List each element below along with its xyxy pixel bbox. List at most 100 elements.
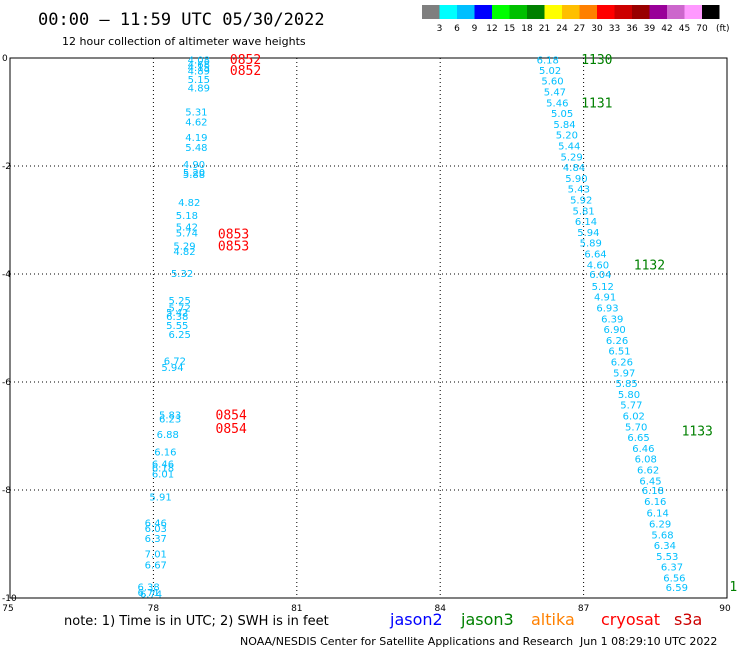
wave-height-value: 5.74 [176, 228, 198, 239]
colorbar-swatch [614, 5, 632, 19]
colorbar-tick-label: 33 [609, 24, 620, 34]
pass-time-label: 0853 [218, 228, 249, 243]
wave-height-value: 5.46 [546, 98, 568, 109]
wave-height-value: 4.91 [594, 293, 616, 304]
colorbar-tick-label: 24 [556, 24, 568, 34]
wave-height-value: 5.42 [176, 222, 198, 233]
pass-time-label: 1 [729, 580, 737, 595]
wave-height-value: 5.80 [618, 390, 640, 401]
y-tick-label: -2 [2, 162, 11, 172]
wave-height-value: 5.05 [551, 109, 573, 120]
wave-height-value: 6.08 [635, 455, 657, 466]
wave-height-value: 5.55 [166, 321, 188, 332]
wave-height-value: 6.37 [661, 563, 683, 574]
colorbar-swatch [544, 5, 562, 19]
wave-height-value: 6.18 [537, 56, 559, 67]
wave-height-value: 6.26 [611, 357, 633, 368]
colorbar-tick-label: 18 [521, 24, 533, 34]
x-tick-label: 81 [291, 604, 302, 614]
wave-height-value: 5.29 [561, 152, 583, 163]
colorbar-tick-label: 30 [591, 24, 603, 34]
pass-time-label: 0852 [230, 64, 261, 79]
wave-height-value: 6.93 [596, 303, 618, 314]
pass-time-label: 1133 [682, 425, 713, 440]
plot-area: 75 78 81 84 87 90 0-2-4-6-8-10 4.084.684.154.… [2, 53, 737, 614]
colorbar-tick-label: 9 [472, 24, 478, 34]
wave-height-value: 6.14 [647, 509, 669, 520]
wave-height-value: 5.44 [558, 141, 580, 152]
colorbar-swatch [702, 5, 720, 19]
colorbar-tick-label: 12 [486, 24, 497, 34]
wave-height-value: 5.70 [625, 422, 647, 433]
footer-note: note: 1) Time is in UTC; 2) SWH is in fe… [64, 614, 329, 629]
wave-height-value: 4.15 [188, 63, 210, 74]
pass-time-label: 1132 [634, 258, 665, 273]
colorbar-swatch [562, 5, 580, 19]
satellite-legend-cryosat: cryosat [601, 610, 660, 629]
colorbar-swatch [649, 5, 667, 19]
wave-height-value: 5.94 [161, 363, 183, 374]
wave-height-value: 4.19 [185, 133, 207, 144]
wave-height-value: 4.84 [563, 163, 585, 174]
wave-height-value: 6.59 [666, 583, 688, 594]
colorbar-swatch [527, 5, 545, 19]
wave-height-value: 6.46 [632, 444, 654, 455]
wave-height-value: 6.64 [584, 249, 606, 260]
wave-height-value: 6.23 [159, 415, 181, 426]
wave-height-value: 6.39 [601, 314, 623, 325]
footer-credit: NOAA/NESDIS Center for Satellite Applica… [240, 635, 573, 648]
wave-height-value: 5.88 [183, 170, 205, 181]
wave-height-value: 6.16 [644, 497, 666, 508]
wave-height-value: 5.89 [580, 239, 602, 250]
x-tick-label: 87 [578, 604, 589, 614]
wave-height-value: 5.84 [553, 120, 575, 131]
wave-height-value: 4.90 [183, 160, 205, 171]
wave-height-value: 5.68 [651, 530, 673, 541]
wave-height-value: 6.34 [654, 541, 676, 552]
y-tick-label: -4 [2, 270, 11, 280]
data-points: 4.084.684.154.895.154.895.314.624.195.48… [137, 56, 687, 601]
plot-frame [9, 57, 728, 599]
wave-height-value: 6.03 [145, 524, 167, 535]
wave-height-value: 6.02 [623, 411, 645, 422]
wave-height-value: 5.53 [656, 552, 678, 563]
pass-time-label: 0852 [230, 53, 261, 68]
wave-height-value: 6.51 [608, 347, 630, 358]
wave-height-value: 5.60 [541, 77, 563, 88]
wave-height-value: 6.62 [637, 465, 659, 476]
wave-height-value: 6.26 [606, 336, 628, 347]
wave-height-value: 6.16 [154, 448, 176, 459]
colorbar-unit: (ft) [716, 24, 730, 34]
pass-time-label: 1130 [581, 53, 612, 68]
wave-height-value: 4.82 [178, 198, 200, 209]
wave-height-value: 5.91 [149, 492, 171, 503]
wave-height-value: 5.85 [615, 379, 637, 390]
wave-height-value: 5.15 [188, 75, 210, 86]
wave-height-value: 5.31 [185, 107, 207, 118]
wave-height-value: 5.47 [544, 87, 566, 98]
wave-height-value: 5.83 [159, 410, 181, 421]
colorbar-swatch [579, 5, 597, 19]
x-tick-label: 90 [719, 604, 731, 614]
wave-height-value: 5.20 [183, 168, 205, 179]
x-axis-ticks: 75 78 81 84 87 90 [2, 604, 731, 614]
wave-height-value: 6.65 [627, 433, 649, 444]
wave-height-value: 5.18 [176, 211, 198, 222]
wave-height-value: 4.62 [185, 118, 207, 129]
colorbar-tick-label: 27 [574, 24, 585, 34]
wave-height-value: 5.48 [185, 143, 207, 154]
wave-height-value: 6.46 [145, 518, 167, 529]
wave-height-value: 6.90 [604, 325, 626, 336]
colorbar-tick-label: 36 [626, 24, 638, 34]
pass-time-label: 1131 [581, 96, 612, 111]
wave-height-value: 6.25 [169, 330, 191, 341]
x-tick-label: 78 [148, 604, 160, 614]
y-axis-ticks: 0 -2 -4 -6 -8 -10 [2, 54, 17, 604]
wave-height-value: 5.20 [556, 131, 578, 142]
wave-height-value: 5.94 [577, 228, 599, 239]
wave-height-value: 6.72 [164, 356, 186, 367]
x-tick-label: 84 [434, 604, 446, 614]
wave-height-value: 7.01 [145, 550, 167, 561]
wave-height-value: 6.38 [137, 583, 159, 594]
